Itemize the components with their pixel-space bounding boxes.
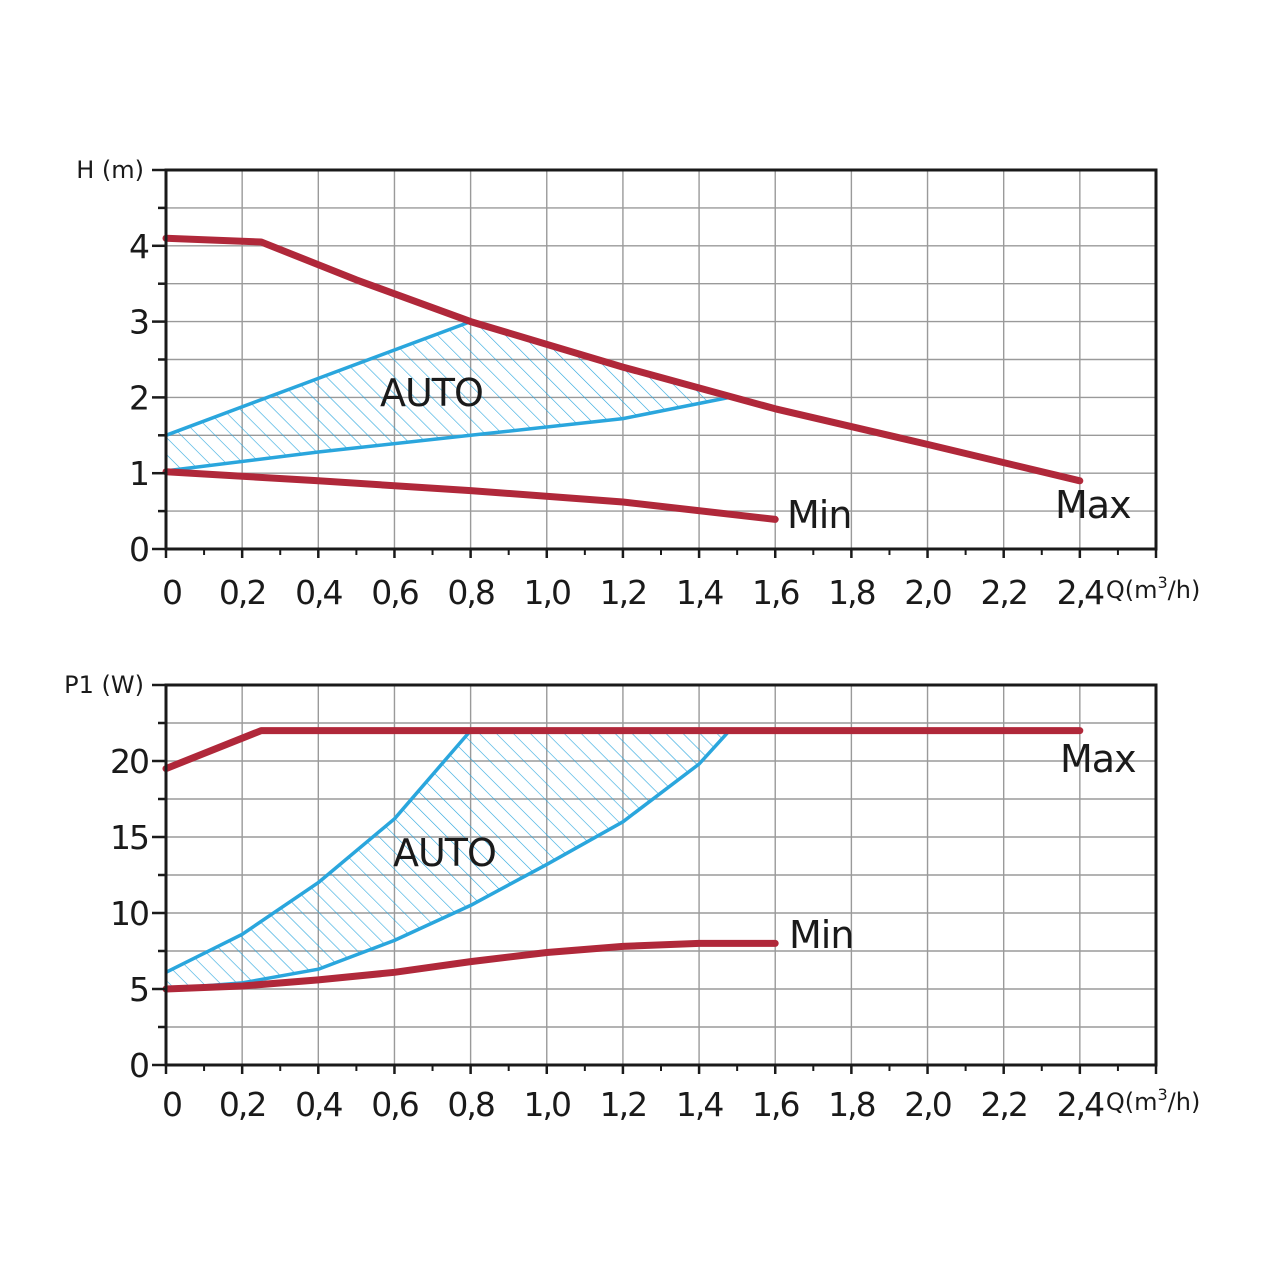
auto-lower-curve: [165, 395, 730, 473]
auto-upper-curve: [165, 729, 472, 974]
x-tick-label: 1,2: [600, 573, 646, 612]
x-tick-label: 0,6: [371, 1085, 417, 1124]
y-tick-label: 0: [129, 1046, 148, 1085]
x-tick-label: 2,2: [980, 573, 1026, 612]
auto-region-label: AUTO: [393, 831, 496, 875]
min-curve: [162, 468, 779, 523]
x-tick-label: 2,4: [1057, 1085, 1104, 1124]
y-tick-label: 20: [110, 742, 148, 781]
x-axis-title: Q(m3/h): [1106, 573, 1201, 604]
x-tick-label: 2,0: [904, 1085, 950, 1124]
x-tick-label: 1,4: [676, 1085, 723, 1124]
x-tick-label: 0,8: [447, 1085, 493, 1124]
min-curve: [162, 939, 779, 993]
y-axis-title: H (m): [76, 156, 144, 184]
power-chart: 0 0,2 0,4 0,6 0,8 1,0 1,2 1,4 1,6 1,8 2,0 2,2 2,4 0 5 1…: [64, 671, 1200, 1124]
y-tick-label: 2: [129, 378, 148, 417]
x-tick-label: 1,4: [676, 573, 723, 612]
x-tick-label: 0,4: [295, 1085, 342, 1124]
y-tick-label: 10: [110, 894, 148, 933]
auto-upper-curve: [165, 319, 472, 437]
min-curve-label: Min: [787, 493, 851, 537]
auto-region-hatch: [166, 730, 730, 989]
x-tick-label: 1,8: [828, 573, 874, 612]
y-tick-label: 1: [129, 454, 148, 493]
y-tick-label: 0: [129, 530, 148, 569]
x-tick-label: 0,2: [219, 573, 265, 612]
y-tick-label: 5: [129, 970, 148, 1009]
x-tick-label: 1,6: [752, 573, 798, 612]
y-tick-label: 15: [110, 818, 148, 857]
x-tick-label: 0: [162, 573, 181, 612]
max-curve-label: Max: [1060, 737, 1136, 781]
x-tick-label: 2,0: [904, 573, 950, 612]
x-tick-label: 0,2: [219, 1085, 265, 1124]
y-tick-label: 4: [129, 227, 149, 266]
x-tick-label: 1,6: [752, 1085, 798, 1124]
x-tick-label: 2,2: [980, 1085, 1026, 1124]
x-tick-label: 1,8: [828, 1085, 874, 1124]
x-tick-label: 2,4: [1057, 573, 1104, 612]
x-tick-label: 1,2: [600, 1085, 646, 1124]
y-axis-title: P1 (W): [64, 671, 144, 699]
x-tick-label: 0: [162, 1085, 181, 1124]
x-tick-label: 1,0: [524, 573, 570, 612]
min-curve-label: Min: [789, 913, 853, 957]
x-tick-label: 0,6: [371, 573, 417, 612]
auto-lower-curve: [165, 729, 731, 991]
y-tick-label: 3: [129, 303, 148, 342]
x-tick-label: 0,8: [447, 573, 493, 612]
max-curve: [162, 234, 1084, 485]
head-chart: 0 0,2 0,4 0,6 0,8 1,0 1,2 1,4 1,6 1,8 2,0 2,2 2,4 0 1 2…: [76, 156, 1200, 612]
x-axis-title: Q(m3/h): [1106, 1085, 1201, 1116]
auto-region-label: AUTO: [380, 371, 483, 415]
max-curve-label: Max: [1055, 483, 1131, 527]
x-tick-label: 1,0: [524, 1085, 570, 1124]
x-tick-label: 0,4: [295, 573, 342, 612]
max-curve: [162, 727, 1084, 773]
